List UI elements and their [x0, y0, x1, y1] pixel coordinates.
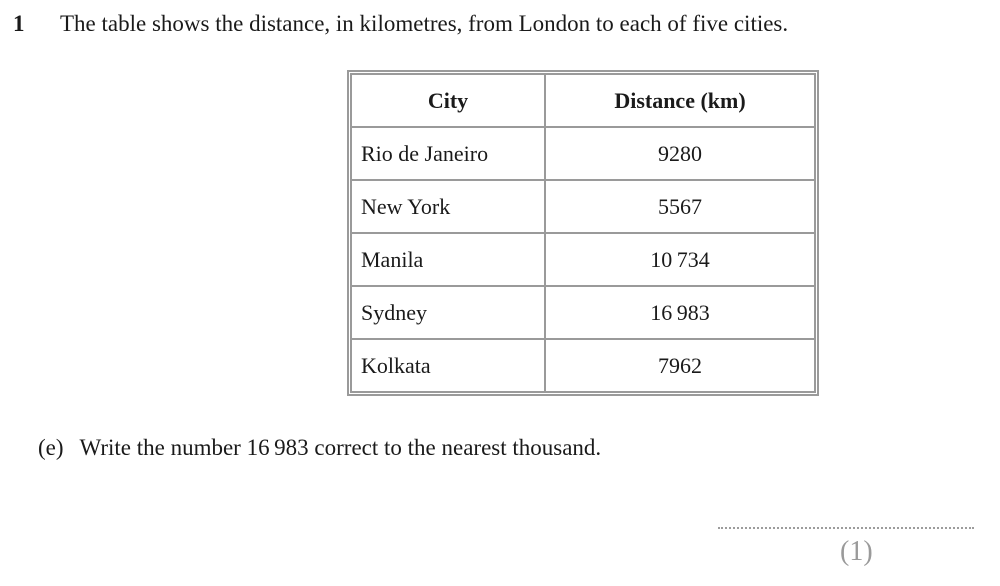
part-text: Write the number 16 983 correct to the n…	[79, 435, 602, 460]
table-row: Kolkata 7962	[350, 338, 816, 393]
table-row: Sydney 16 983	[350, 285, 816, 340]
header-city: City	[350, 73, 546, 128]
question-part-e: (e) Write the number 16 983 correct to th…	[38, 435, 601, 461]
city-cell: New York	[350, 179, 546, 234]
answer-dotted-line	[718, 517, 974, 529]
distance-cell: 7962	[544, 338, 816, 393]
city-cell: Manila	[350, 232, 546, 287]
city-cell: Kolkata	[350, 338, 546, 393]
distance-table-wrapper: City Distance (km) Rio de Janeiro 9280 N…	[347, 70, 819, 396]
distance-cell: 16 983	[544, 285, 816, 340]
marks-indicator: (1)	[840, 536, 873, 567]
part-label: (e)	[38, 435, 64, 460]
header-distance: Distance (km)	[544, 73, 816, 128]
distance-cell: 9280	[544, 126, 816, 181]
city-cell: Sydney	[350, 285, 546, 340]
table-row: Rio de Janeiro 9280	[350, 126, 816, 181]
question-number: 1	[13, 11, 25, 36]
table-header-row: City Distance (km)	[350, 73, 816, 128]
distance-cell: 10 734	[544, 232, 816, 287]
city-cell: Rio de Janeiro	[350, 126, 546, 181]
table-row: New York 5567	[350, 179, 816, 234]
question-intro-text: The table shows the distance, in kilomet…	[60, 11, 789, 36]
distance-cell: 5567	[544, 179, 816, 234]
distance-table: City Distance (km) Rio de Janeiro 9280 N…	[350, 73, 816, 393]
table-row: Manila 10 734	[350, 232, 816, 287]
